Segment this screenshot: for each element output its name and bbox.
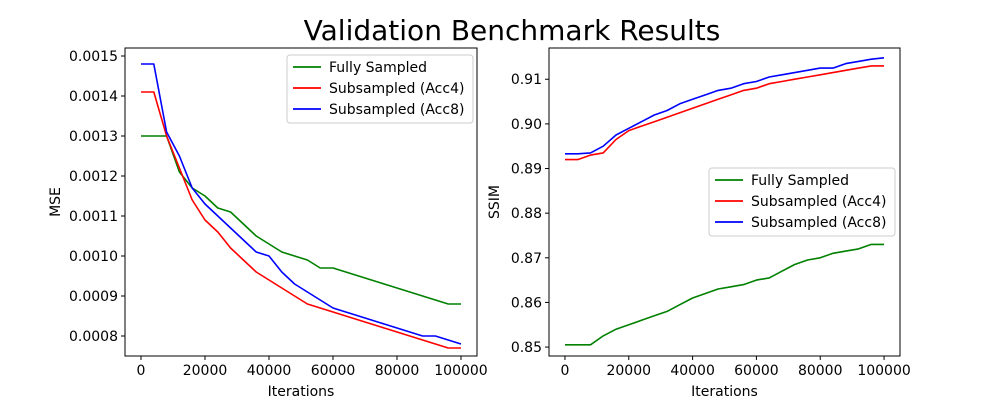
mse-legend-label-1: Fully Sampled <box>329 60 427 76</box>
mse-axes-frame <box>124 47 478 357</box>
ssim-x-axis-label: Iterations <box>691 384 758 400</box>
ssim-y-tick-label: 0.89 <box>511 162 542 178</box>
mse-y-tick-label: 0.0008 <box>69 329 118 345</box>
mse-x-tick-label: 40000 <box>247 363 292 379</box>
mse-y-tick-label: 0.0011 <box>69 209 118 225</box>
mse-legend-box <box>286 54 474 124</box>
ssim-x-tick-label: 40000 <box>670 363 715 379</box>
ssim-y-tick-label: 0.87 <box>511 251 542 267</box>
ssim-series-line-1 <box>565 243 884 346</box>
mse-legend-label-2: Subsampled (Acc4) <box>329 81 464 97</box>
mse-series-line-2 <box>141 91 461 349</box>
ssim-legend-label-1: Fully Sampled <box>751 173 849 189</box>
ssim-x-tick-label: 60000 <box>734 363 779 379</box>
ssim-x-tick-label: 80000 <box>798 363 843 379</box>
mse-y-axis-label: MSE <box>48 187 64 217</box>
mse-series-line-1 <box>141 135 461 305</box>
ssim-chart-panel: 0 20000 40000 60000 80000 100000 0.85 0.86 0.87 0… <box>487 47 911 400</box>
ssim-y-tick-label: 0.86 <box>511 295 542 311</box>
ssim-axes-frame <box>548 47 901 357</box>
mse-chart-panel: 0 20000 40000 60000 80000 100000 0.0008 0.0009 0… <box>48 47 488 400</box>
ssim-x-tick-label: 20000 <box>606 363 651 379</box>
ssim-y-tick-label: 0.91 <box>511 72 542 88</box>
ssim-legend-box <box>708 167 896 237</box>
mse-y-tick-label: 0.0013 <box>69 129 118 145</box>
mse-legend: Fully Sampled Subsampled (Acc4) Subsampled… <box>286 54 474 124</box>
ssim-y-tick-label: 0.88 <box>511 206 542 222</box>
ssim-legend-label-3: Subsampled (Acc8) <box>751 215 886 231</box>
mse-x-axis-label: Iterations <box>268 384 335 400</box>
mse-x-tick-label: 20000 <box>183 363 228 379</box>
mse-x-tick-label: 80000 <box>375 363 420 379</box>
mse-x-tick-label: 100000 <box>434 363 487 379</box>
mse-y-tick-label: 0.0010 <box>69 249 118 265</box>
mse-y-tick-label: 0.0012 <box>69 169 118 185</box>
mse-y-tick-label: 0.0009 <box>69 289 118 305</box>
mse-series-line-3 <box>141 63 462 345</box>
mse-x-tick-label: 60000 <box>311 363 356 379</box>
ssim-x-tick-label: 100000 <box>857 363 910 379</box>
mse-legend-label-3: Subsampled (Acc8) <box>329 102 464 118</box>
ssim-legend-label-2: Subsampled (Acc4) <box>751 194 886 210</box>
ssim-series-line-3 <box>565 57 885 155</box>
figure-title: Validation Benchmark Results <box>304 14 721 47</box>
ssim-y-axis-label: SSIM <box>487 185 503 219</box>
ssim-legend: Fully Sampled Subsampled (Acc4) Subsampled… <box>708 167 896 237</box>
mse-y-tick-label: 0.0015 <box>69 49 118 65</box>
ssim-x-tick-label: 0 <box>560 363 569 379</box>
mse-x-tick-label: 0 <box>137 363 146 379</box>
mse-y-tick-label: 0.0014 <box>69 89 118 105</box>
ssim-y-tick-label: 0.90 <box>511 117 542 133</box>
ssim-series-line-2 <box>565 65 884 161</box>
ssim-y-tick-label: 0.85 <box>511 340 542 356</box>
